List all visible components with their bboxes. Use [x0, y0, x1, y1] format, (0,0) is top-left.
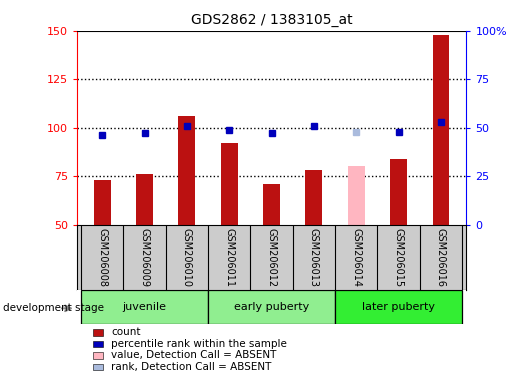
Title: GDS2862 / 1383105_at: GDS2862 / 1383105_at — [191, 13, 352, 27]
Bar — [208, 290, 335, 324]
Bar — [305, 170, 322, 225]
Bar — [263, 184, 280, 225]
Text: rank, Detection Call = ABSENT: rank, Detection Call = ABSENT — [111, 362, 272, 372]
Text: juvenile: juvenile — [122, 302, 166, 312]
Text: GSM206008: GSM206008 — [98, 228, 107, 287]
Text: later puberty: later puberty — [362, 302, 435, 312]
Text: GSM206009: GSM206009 — [139, 228, 149, 287]
Bar — [335, 290, 462, 324]
Bar — [432, 35, 449, 225]
Bar — [348, 167, 365, 225]
Bar — [179, 116, 196, 225]
Text: percentile rank within the sample: percentile rank within the sample — [111, 339, 287, 349]
Text: count: count — [111, 327, 141, 337]
Bar — [221, 143, 238, 225]
Bar — [136, 174, 153, 225]
Bar — [390, 159, 407, 225]
Text: GSM206012: GSM206012 — [267, 228, 277, 287]
Text: GSM206014: GSM206014 — [351, 228, 361, 287]
Text: GSM206010: GSM206010 — [182, 228, 192, 287]
Bar — [81, 290, 208, 324]
Text: GSM206015: GSM206015 — [394, 228, 404, 287]
Text: GSM206013: GSM206013 — [309, 228, 319, 287]
Text: value, Detection Call = ABSENT: value, Detection Call = ABSENT — [111, 350, 277, 360]
Text: early puberty: early puberty — [234, 302, 309, 312]
Bar — [94, 180, 111, 225]
Text: development stage: development stage — [3, 303, 104, 313]
Text: GSM206016: GSM206016 — [436, 228, 446, 287]
Text: GSM206011: GSM206011 — [224, 228, 234, 287]
